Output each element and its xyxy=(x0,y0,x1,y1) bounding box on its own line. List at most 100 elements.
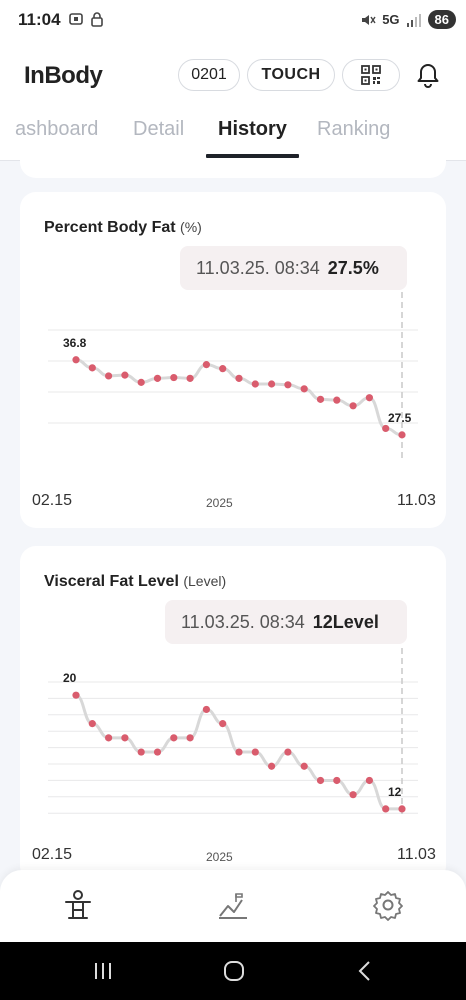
data-point xyxy=(398,431,406,439)
app-header: InBody 0201 TOUCH xyxy=(0,40,466,112)
data-point xyxy=(284,381,292,389)
data-point xyxy=(202,705,210,714)
data-point xyxy=(121,371,129,379)
home-icon[interactable] xyxy=(221,959,247,983)
data-point xyxy=(333,396,341,404)
data-point xyxy=(365,776,373,785)
data-point xyxy=(88,720,96,728)
x-axis-year-label: 2025 xyxy=(206,496,233,510)
x-axis-year-label: 2025 xyxy=(206,850,233,864)
data-point xyxy=(186,374,194,382)
tab-ranking[interactable]: Ranking xyxy=(317,118,391,140)
data-point xyxy=(170,734,178,742)
chart-icon[interactable] xyxy=(216,888,250,922)
body-icon[interactable] xyxy=(61,888,95,922)
tooltip-date: 11.03.25. 08:34 xyxy=(181,611,305,632)
tooltip-value: 27.5% xyxy=(327,257,379,278)
data-point xyxy=(137,748,145,756)
x-axis-end-label: 11.03 xyxy=(397,846,436,863)
percent-body-fat-chart[interactable]: 36.8 27.5 xyxy=(20,192,446,528)
tooltip-date: 11.03.25. 08:34 xyxy=(196,257,320,278)
data-point xyxy=(268,380,276,388)
data-point xyxy=(398,805,406,813)
card-title-unit: (Level) xyxy=(183,573,227,589)
tab-detail[interactable]: Detail xyxy=(133,118,185,140)
first-point-label: 36.8 xyxy=(63,336,87,350)
selected-point-tooltip: 11.03.25. 08:34 12Level xyxy=(165,600,407,644)
data-point xyxy=(72,356,80,364)
app-logo: InBody xyxy=(24,62,103,89)
data-point xyxy=(121,734,129,742)
settings-icon[interactable] xyxy=(371,888,405,922)
data-point xyxy=(251,748,259,756)
recent-apps-icon[interactable] xyxy=(90,959,116,983)
system-navigation-bar xyxy=(0,942,466,1000)
data-point xyxy=(235,748,243,756)
last-point-label: 27.5 xyxy=(388,411,412,425)
bottom-navigation xyxy=(0,870,466,942)
data-point xyxy=(170,373,178,382)
data-point xyxy=(349,791,357,799)
card-title-text: Percent Body Fat xyxy=(44,219,176,236)
tooltip-value: 12Level xyxy=(312,611,379,632)
qr-code-button[interactable] xyxy=(342,59,400,91)
back-icon[interactable] xyxy=(353,959,379,983)
x-axis-start-label: 02.15 xyxy=(32,492,73,509)
data-point xyxy=(186,734,194,742)
lock-icon xyxy=(91,12,103,27)
last-point-label: 12 xyxy=(388,785,402,799)
data-point xyxy=(365,394,373,402)
tab-history[interactable]: History xyxy=(218,118,287,140)
data-point xyxy=(251,380,259,388)
percent-body-fat-card[interactable]: Percent Body Fat (%) 11.03.25. 08:34 27.… xyxy=(20,192,446,528)
data-point xyxy=(153,748,162,756)
battery-badge: 86 xyxy=(427,10,456,29)
status-bar: 11:04 5G 86 xyxy=(0,0,466,40)
data-point xyxy=(316,776,325,785)
data-point xyxy=(219,720,227,728)
visceral-fat-level-card[interactable]: Visceral Fat Level (Level) 11.03.25. 08:… xyxy=(20,546,446,882)
signal-icon xyxy=(406,13,421,27)
data-point xyxy=(88,364,96,372)
data-point xyxy=(316,395,325,403)
x-axis-end-label: 11.03 xyxy=(397,492,436,509)
data-point xyxy=(72,691,80,699)
data-point xyxy=(382,805,390,813)
data-point xyxy=(105,372,113,380)
tab-dashboard[interactable]: ashboard xyxy=(15,118,99,140)
card-title: Visceral Fat Level (Level) xyxy=(44,573,226,591)
data-point xyxy=(202,361,210,369)
data-point xyxy=(153,374,162,382)
previous-card-bottom xyxy=(20,158,446,178)
data-point xyxy=(349,402,357,410)
data-point xyxy=(268,762,276,770)
mute-icon xyxy=(362,14,376,25)
active-tab-indicator xyxy=(206,154,299,158)
data-point xyxy=(300,385,308,393)
touch-button[interactable]: TOUCH xyxy=(247,59,335,91)
card-title: Percent Body Fat (%) xyxy=(44,219,202,237)
data-point xyxy=(382,424,390,433)
data-point xyxy=(219,365,227,373)
card-title-text: Visceral Fat Level xyxy=(44,573,179,590)
screenshot-icon xyxy=(69,13,83,25)
data-point xyxy=(105,734,113,742)
selected-point-tooltip: 11.03.25. 08:34 27.5% xyxy=(180,246,407,290)
tab-bar: ashboard Detail History Ranking xyxy=(0,112,466,161)
series-line xyxy=(74,358,404,437)
data-point xyxy=(235,374,243,382)
qr-code-icon xyxy=(361,65,381,85)
card-title-unit: (%) xyxy=(180,219,202,235)
data-point xyxy=(333,776,341,785)
notification-bell-icon[interactable] xyxy=(414,61,442,89)
status-notification-icons xyxy=(68,11,104,27)
network-type: 5G xyxy=(382,12,400,27)
data-point xyxy=(284,748,292,756)
data-point xyxy=(137,378,145,386)
first-point-label: 20 xyxy=(63,671,77,685)
data-point xyxy=(300,762,308,770)
user-id-button[interactable]: 0201 xyxy=(178,59,240,91)
status-time: 11:04 xyxy=(18,10,61,29)
x-axis-start-label: 02.15 xyxy=(32,846,73,863)
